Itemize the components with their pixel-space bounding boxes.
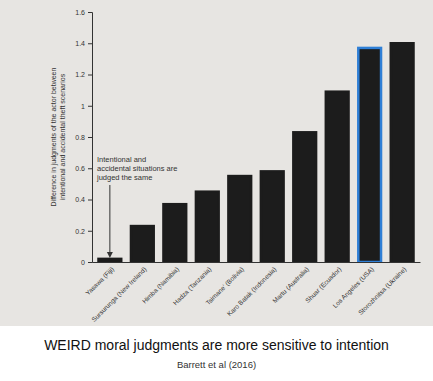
y-tick: 0.4: [75, 196, 92, 203]
y-tick: 1.4: [75, 40, 92, 47]
y-tick-label: 0.2: [75, 227, 85, 234]
x-tick-label: Karo Batak (Indonesia): [226, 265, 279, 318]
x-tick-label: Sursurunga (New Ireland): [90, 265, 148, 323]
annotation-arrow: [109, 185, 110, 254]
bar: [358, 48, 381, 262]
bar: [163, 204, 186, 262]
y-tick-label: 0.8: [75, 134, 85, 141]
y-tick-mark: [88, 106, 92, 107]
y-axis-title-line: Difference in judgments of the actor bet…: [50, 68, 58, 207]
y-tick: 1: [81, 102, 92, 109]
bar: [261, 171, 284, 262]
bars: [98, 43, 413, 262]
y-tick-label: 0.4: [75, 196, 85, 203]
title: WEIRD moral judgments are more sensitive…: [44, 337, 389, 353]
x-tick: Karo Batak (Indonesia): [226, 262, 279, 318]
x-tick-label: Yasawa (Fiji): [84, 265, 116, 297]
y-tick-mark: [88, 43, 92, 44]
y-tick-mark: [88, 168, 92, 169]
bar: [391, 43, 414, 262]
x-axis: Yasawa (Fiji)Sursurunga (New Ireland)Him…: [84, 262, 421, 324]
y-tick: 1.2: [75, 71, 92, 78]
bar: [326, 92, 349, 262]
y-axis: 0 0.2 0.4 0.6 0.8 1 1.2 1.4 1.6: [75, 9, 92, 266]
y-tick-mark: [88, 231, 92, 232]
y-axis-title: Difference in judgments of the actor bet…: [50, 68, 66, 207]
y-tick: 0.2: [75, 227, 92, 234]
y-tick: 1.6: [75, 9, 92, 16]
y-tick-mark: [88, 75, 92, 76]
x-tick: Sursurunga (New Ireland): [90, 262, 148, 324]
y-tick-label: 1.4: [75, 40, 85, 47]
y-tick-mark: [88, 262, 92, 263]
annotation-line: accidental situations are: [97, 164, 177, 173]
y-tick-mark: [88, 12, 92, 13]
y-tick: 0.8: [75, 134, 92, 141]
y-axis-title-line: intentional and accidental theft scenari…: [59, 73, 66, 200]
y-tick: 0.6: [75, 165, 92, 172]
chart: 0 0.2 0.4 0.6 0.8 1 1.2 1.4 1.6 Yasawa (Fiji)Surs…: [0, 0, 433, 381]
y-tick-mark: [88, 200, 92, 201]
y-tick-label: 0: [81, 259, 85, 266]
x-tick: Yasawa (Fiji): [84, 262, 116, 297]
y-tick-label: 0.6: [75, 165, 85, 172]
y-tick: 0: [81, 259, 92, 266]
bar: [131, 226, 154, 262]
y-tick-label: 1: [81, 102, 85, 109]
subtitle: Barrett et al (2016): [177, 359, 256, 370]
x-tick-label: Storozhnitsa (Ukraine): [357, 265, 408, 316]
x-axis-line: [93, 262, 421, 263]
bar: [98, 259, 121, 262]
annotation-line: Intentional and: [97, 155, 146, 164]
bar: [293, 132, 316, 262]
x-tick: Storozhnitsa (Ukraine): [357, 262, 408, 317]
bar: [196, 192, 219, 262]
bar: [228, 176, 251, 262]
y-tick-mark: [88, 137, 92, 138]
annotation: Intentional andaccidental situations are…: [96, 155, 177, 182]
y-tick-label: 1.6: [75, 9, 85, 16]
annotation-arrowhead: [107, 252, 113, 258]
page-background: [0, 0, 433, 326]
annotation-line: judged the same: [96, 173, 152, 182]
y-tick-label: 1.2: [75, 71, 85, 78]
y-axis-line: [88, 13, 93, 263]
